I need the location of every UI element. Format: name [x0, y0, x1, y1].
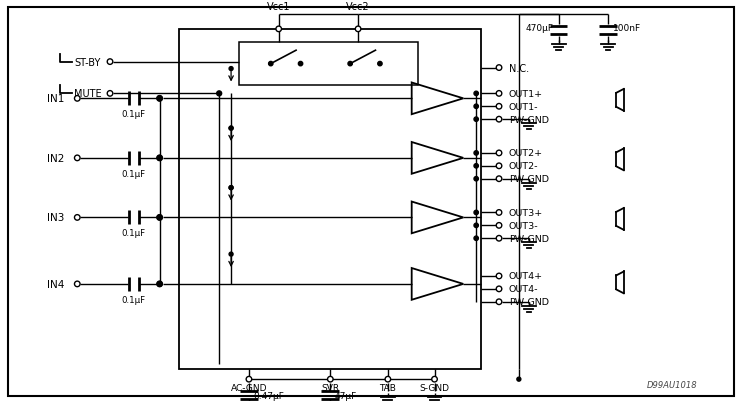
- Text: 47μF: 47μF: [335, 391, 357, 399]
- Text: 0.1μF: 0.1μF: [122, 110, 146, 119]
- Circle shape: [269, 62, 273, 67]
- Circle shape: [474, 211, 479, 215]
- Circle shape: [496, 286, 502, 292]
- Circle shape: [157, 156, 162, 161]
- Circle shape: [108, 60, 113, 65]
- Circle shape: [246, 377, 252, 382]
- Text: OUT1-: OUT1-: [509, 103, 539, 111]
- Text: PW-GND: PW-GND: [509, 234, 549, 243]
- Bar: [180, 30, 481, 369]
- Circle shape: [74, 215, 80, 221]
- Circle shape: [474, 151, 479, 156]
- Text: PW-GND: PW-GND: [509, 115, 549, 124]
- Circle shape: [74, 282, 80, 287]
- Circle shape: [298, 62, 303, 67]
- Circle shape: [474, 92, 479, 96]
- Circle shape: [355, 27, 361, 32]
- Circle shape: [229, 67, 233, 71]
- Text: IN4: IN4: [47, 279, 65, 289]
- Text: MUTE: MUTE: [74, 89, 102, 99]
- Circle shape: [157, 282, 162, 287]
- Circle shape: [496, 66, 502, 71]
- Text: OUT1+: OUT1+: [509, 90, 543, 99]
- Text: 470μF: 470μF: [525, 24, 554, 33]
- Circle shape: [496, 236, 502, 241]
- Circle shape: [496, 91, 502, 97]
- Circle shape: [432, 377, 437, 382]
- Text: IN1: IN1: [47, 94, 65, 104]
- Bar: [239, 43, 418, 86]
- Circle shape: [496, 210, 502, 216]
- Text: 0.1μF: 0.1μF: [122, 169, 146, 178]
- Circle shape: [496, 151, 502, 156]
- Text: OUT4-: OUT4-: [509, 285, 539, 294]
- Circle shape: [157, 96, 162, 102]
- Text: ST-BY: ST-BY: [74, 57, 101, 67]
- Circle shape: [474, 164, 479, 168]
- Text: OUT4+: OUT4+: [509, 272, 543, 281]
- Circle shape: [157, 97, 162, 101]
- Circle shape: [496, 223, 502, 229]
- Circle shape: [385, 377, 390, 382]
- Text: 0.1μF: 0.1μF: [122, 295, 146, 304]
- Circle shape: [74, 156, 80, 161]
- Circle shape: [474, 177, 479, 181]
- Text: IN2: IN2: [47, 154, 65, 164]
- Circle shape: [496, 164, 502, 169]
- Circle shape: [217, 92, 222, 97]
- Circle shape: [517, 377, 521, 381]
- Circle shape: [229, 186, 233, 190]
- Text: 0.47μF: 0.47μF: [253, 391, 283, 399]
- Text: 0.1μF: 0.1μF: [122, 229, 146, 238]
- Circle shape: [496, 176, 502, 182]
- Circle shape: [474, 105, 479, 109]
- Text: D99AU1018: D99AU1018: [647, 380, 697, 389]
- Circle shape: [378, 62, 382, 67]
- Circle shape: [327, 377, 333, 382]
- Circle shape: [229, 186, 233, 190]
- Text: OUT3+: OUT3+: [509, 209, 543, 217]
- Circle shape: [474, 224, 479, 228]
- Circle shape: [157, 215, 162, 220]
- Circle shape: [157, 282, 162, 287]
- Text: Vcc2: Vcc2: [347, 2, 370, 12]
- Text: OUT3-: OUT3-: [509, 221, 539, 230]
- Circle shape: [496, 273, 502, 279]
- Text: PW-GND: PW-GND: [509, 298, 549, 306]
- Circle shape: [229, 253, 233, 257]
- Text: IN3: IN3: [47, 213, 65, 223]
- Text: SVR: SVR: [321, 383, 339, 392]
- Circle shape: [474, 237, 479, 241]
- Circle shape: [496, 299, 502, 305]
- Text: 100nF: 100nF: [613, 24, 641, 33]
- Circle shape: [276, 27, 281, 32]
- Circle shape: [229, 127, 233, 131]
- Text: OUT2+: OUT2+: [509, 149, 543, 158]
- Text: Vcc1: Vcc1: [267, 2, 290, 12]
- Text: OUT2-: OUT2-: [509, 162, 539, 171]
- Circle shape: [108, 91, 113, 97]
- Text: AC-GND: AC-GND: [231, 383, 267, 392]
- Circle shape: [229, 127, 233, 131]
- Text: TAB: TAB: [379, 383, 396, 392]
- Text: S-GND: S-GND: [419, 383, 450, 392]
- Circle shape: [157, 156, 162, 161]
- Circle shape: [74, 96, 80, 102]
- Circle shape: [496, 117, 502, 123]
- Circle shape: [157, 215, 162, 221]
- Circle shape: [496, 104, 502, 110]
- Text: N.C.: N.C.: [509, 63, 529, 73]
- Circle shape: [348, 62, 352, 67]
- Circle shape: [474, 117, 479, 122]
- Text: PW-GND: PW-GND: [509, 175, 549, 184]
